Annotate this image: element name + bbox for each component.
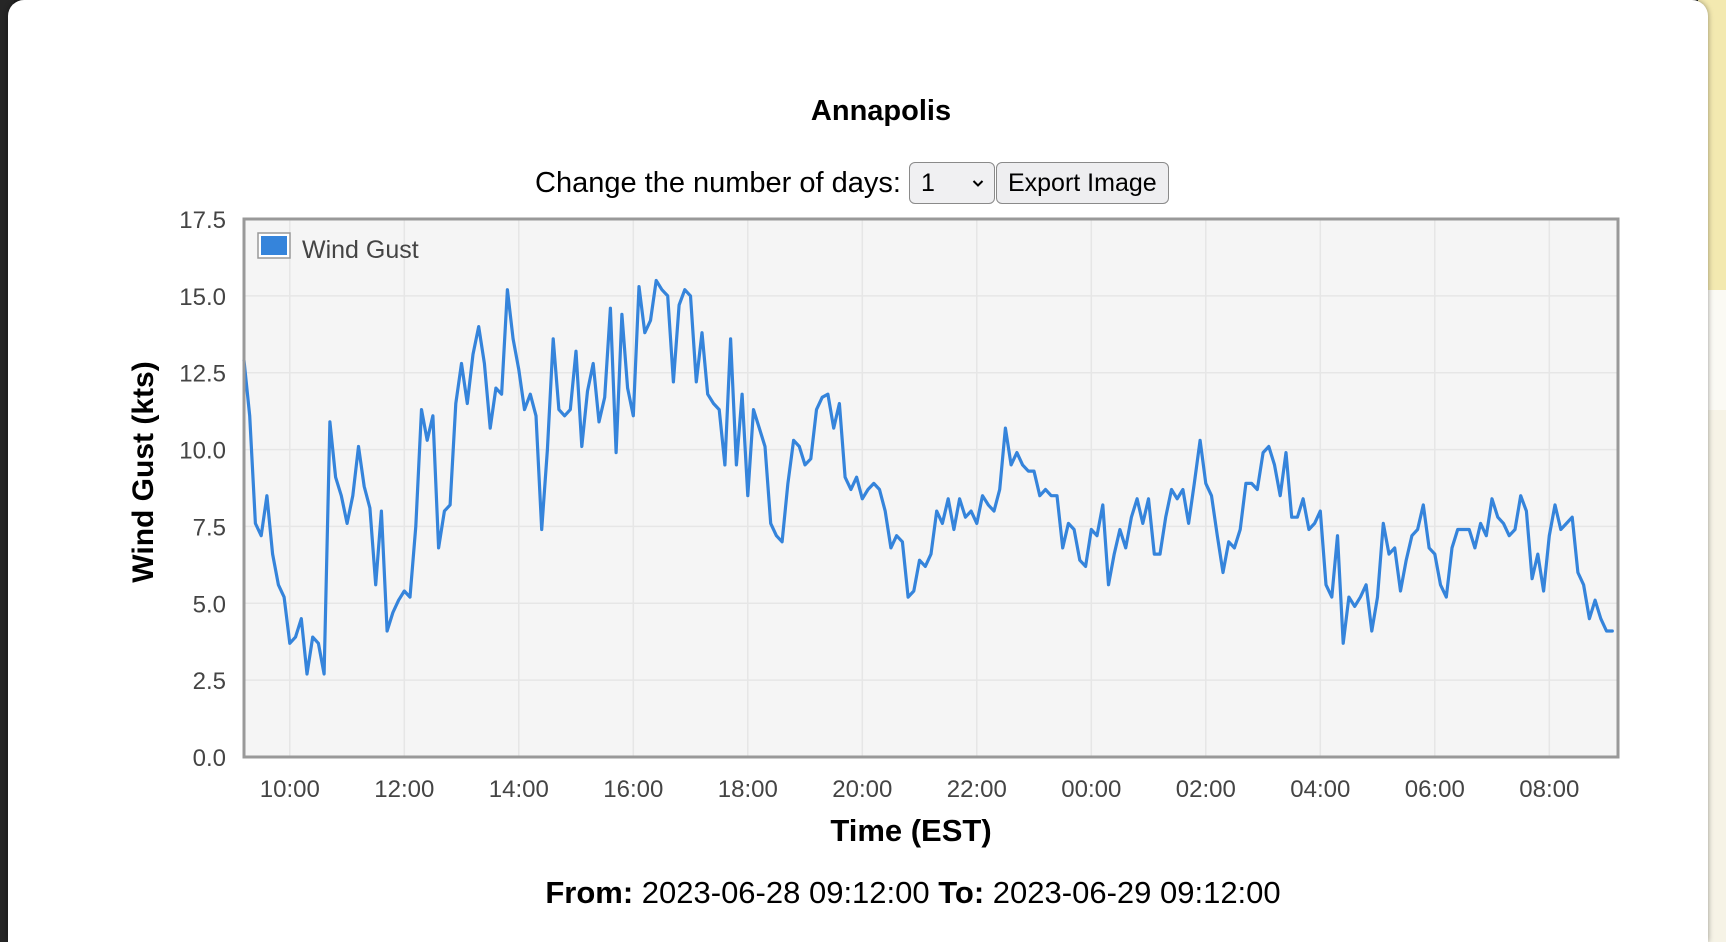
y-axis-ticks: 0.0 2.5 5.0 7.5 10.0 12.5 15.0 17.5 [179,207,226,772]
chevron-down-icon [972,180,984,187]
y-tick-label: 10.0 [179,438,226,465]
x-axis-ticks: 10:00 12:00 14:00 16:00 18:00 20:00 22:00 00:00… [260,776,1580,803]
chart-title: Annapolis [810,95,952,127]
date-range: From: 2023-06-28 09:12:00 To: 2023-06-29… [0,875,1726,911]
x-tick-label: 16:00 [603,776,663,803]
x-tick-label: 10:00 [260,776,320,803]
y-tick-label: 12.5 [179,361,226,388]
legend-label: Wind Gust [302,236,419,264]
days-label: Change the number of days: [535,166,901,199]
x-tick-label: 00:00 [1061,776,1121,803]
series-group [242,278,1614,676]
plot-border [242,217,1620,759]
days-select-value: 1 [920,168,935,197]
x-tick-label: 08:00 [1519,776,1579,803]
days-select[interactable]: 1 [908,162,995,204]
from-label: From: [545,875,634,910]
series-line-wind-gust [242,278,1614,676]
x-tick-label: 02:00 [1176,776,1236,803]
y-axis-label: Wind Gust (kts) [127,361,160,582]
y-tick-label: 7.5 [193,514,226,541]
x-tick-label: 12:00 [374,776,434,803]
x-tick-label: 06:00 [1405,776,1465,803]
x-axis-label: Time (EST) [830,813,991,848]
plot-background [244,219,1618,757]
from-value: 2023-06-28 09:12:00 [641,875,930,910]
legend-swatch-fill [261,236,287,255]
to-label: To: [938,875,985,910]
y-tick-label: 0.0 [193,745,226,772]
to-value: 2023-06-29 09:12:00 [992,875,1281,910]
x-tick-label: 20:00 [832,776,892,803]
legend: Wind Gust [257,232,419,264]
y-tick-label: 5.0 [193,591,226,618]
x-tick-label: 22:00 [947,776,1007,803]
x-tick-label: 14:00 [489,776,549,803]
chart-controls: Change the number of days: 1 Export Imag… [535,161,1169,205]
x-tick-label: 18:00 [718,776,778,803]
y-tick-label: 15.0 [179,284,226,311]
x-tick-label: 04:00 [1290,776,1350,803]
y-tick-label: 2.5 [193,668,226,695]
export-image-button[interactable]: Export Image [995,162,1169,204]
y-tick-label: 17.5 [179,207,226,234]
